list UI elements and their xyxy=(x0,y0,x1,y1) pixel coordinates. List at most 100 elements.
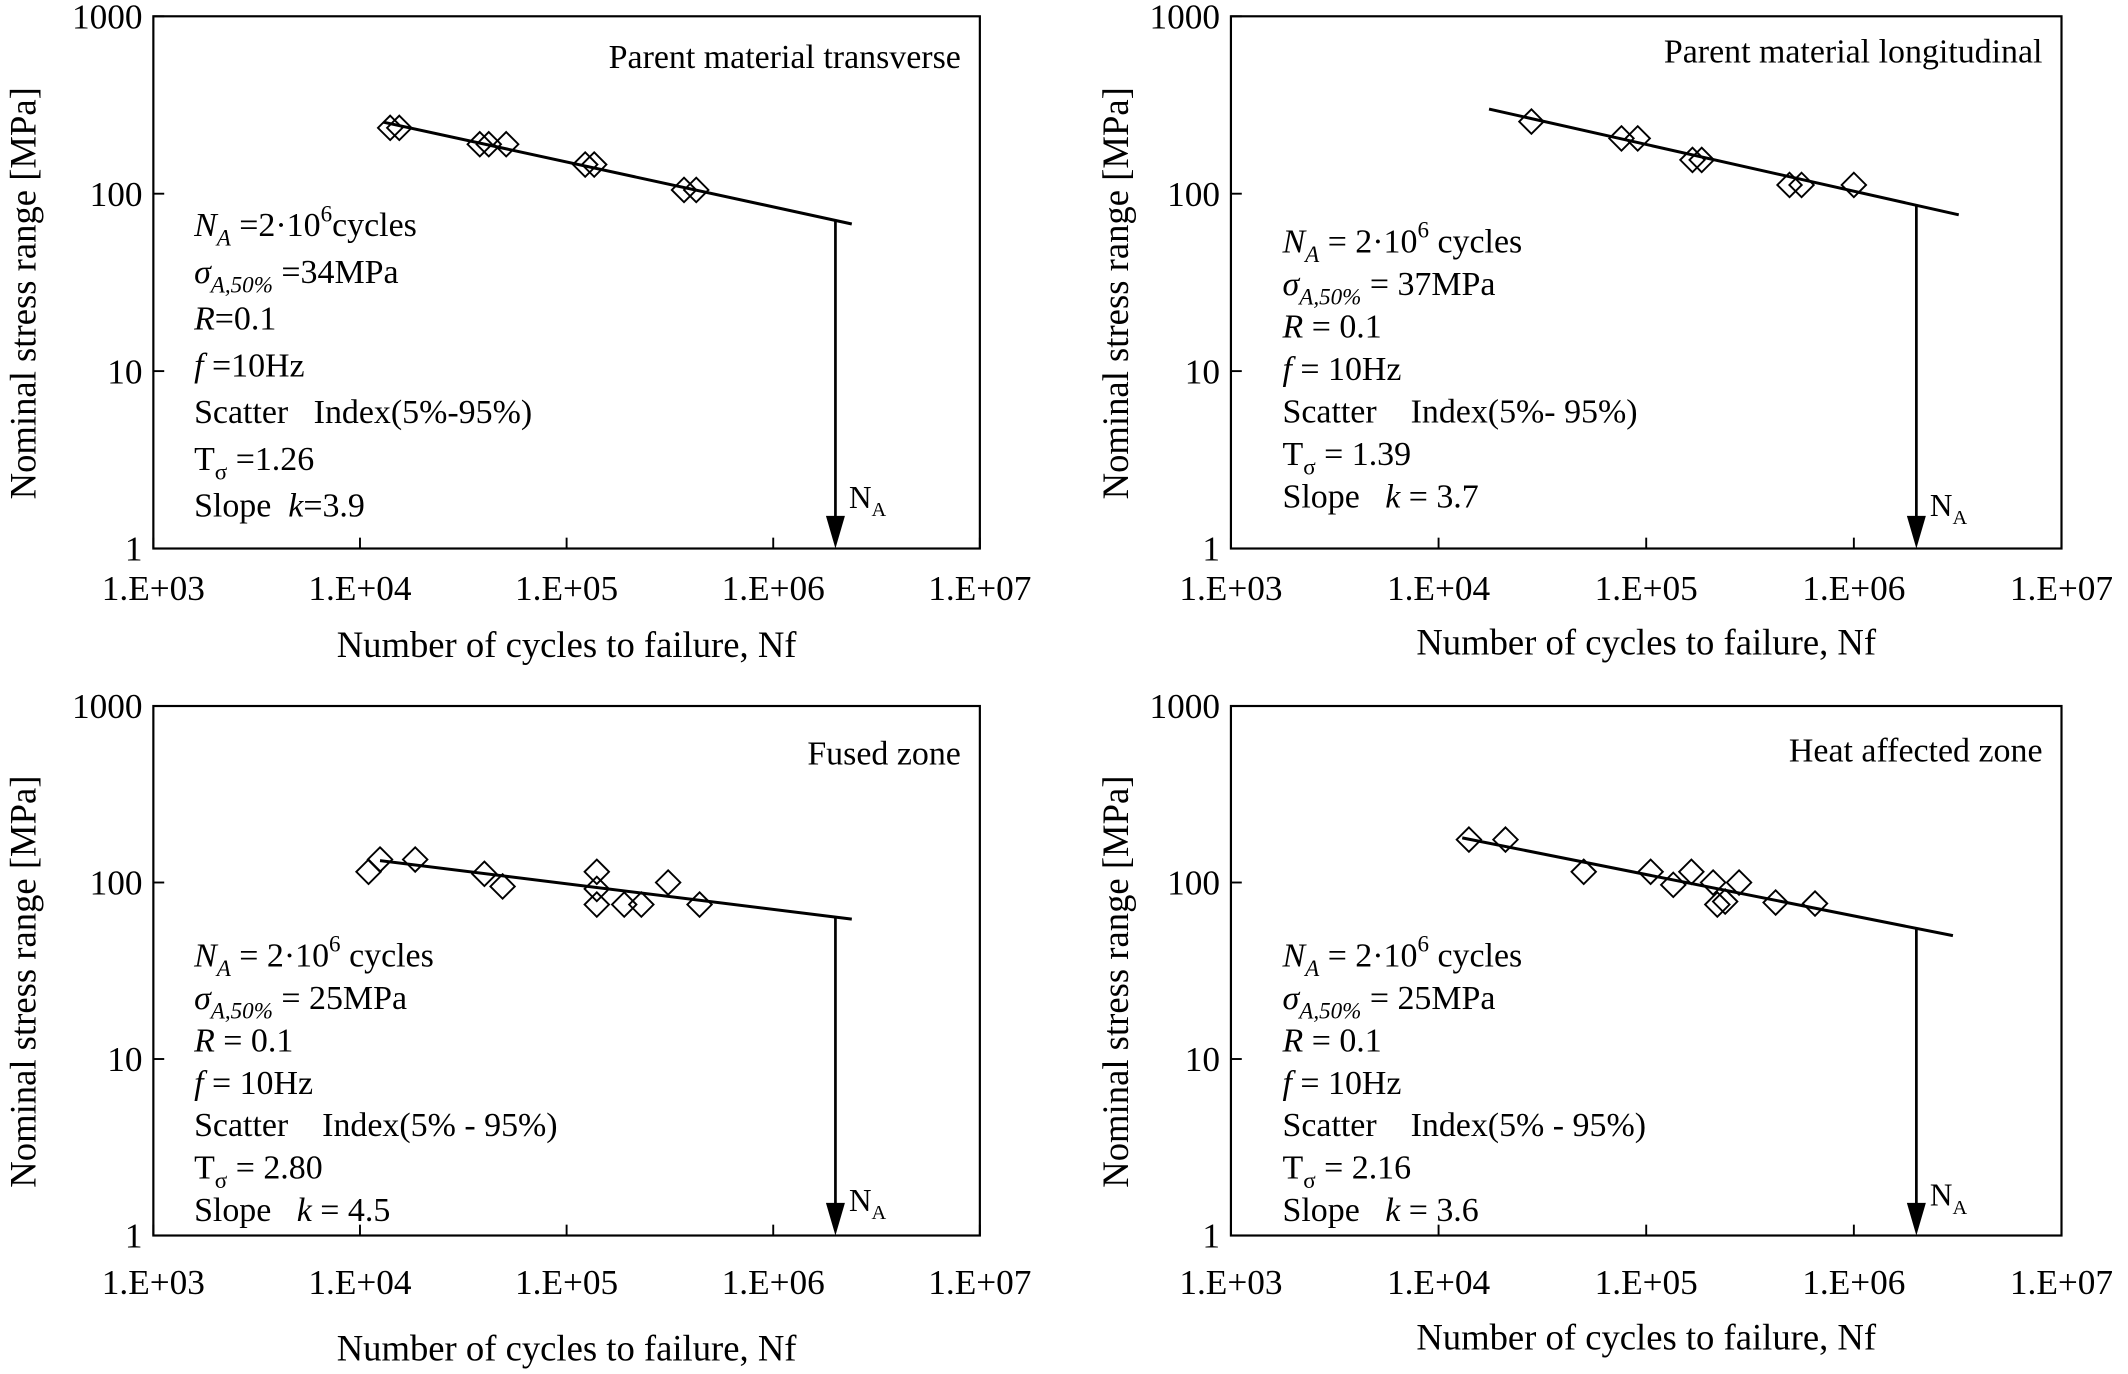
text-segment: A xyxy=(872,1202,887,1224)
text-segment: = 2·10 xyxy=(1319,224,1417,261)
annotation-line: f = 10Hz xyxy=(1283,1065,1402,1102)
data-point xyxy=(1491,826,1520,854)
chart-panel: 1.E+03 1.E+04 1.E+05 1.E+06 1.E+07 1 10 100 1000… xyxy=(1095,687,2113,1357)
x-tick-label: 1.E+04 xyxy=(1387,569,1491,608)
y-tick-label: 1000 xyxy=(72,687,143,726)
annotation-line: Tσ =1.26 xyxy=(194,441,314,485)
data-point xyxy=(1725,868,1753,897)
data-point xyxy=(492,130,520,158)
data-point xyxy=(466,130,494,158)
text-segment: = 0.1 xyxy=(215,1022,293,1059)
text-segment: N xyxy=(193,207,219,244)
annotation-line: Slope k=3.9 xyxy=(194,487,365,524)
data-point xyxy=(1688,146,1716,174)
text-segment: R xyxy=(193,301,215,338)
annotation-line: R = 0.1 xyxy=(193,1022,293,1059)
text-segment: σ xyxy=(1283,266,1301,303)
chart-panel: 1.E+03 1.E+04 1.E+05 1.E+06 1.E+07 1 10 100 1000… xyxy=(3,0,1032,665)
text-segment: A xyxy=(1303,241,1320,267)
text-segment: Slope xyxy=(1283,1192,1386,1229)
data-point xyxy=(583,858,611,886)
annotation-line: Scatter Index(5%-95%) xyxy=(194,394,532,431)
text-segment: Scatter Index(5%-95%) xyxy=(194,394,532,431)
x-tick-label: 1.E+06 xyxy=(1802,569,1905,608)
annotation-line: NA = 2·106 cycles xyxy=(193,931,434,981)
annotation-line: NA = 2·106 cycles xyxy=(1282,931,1523,981)
chart-panel: 1.E+03 1.E+04 1.E+05 1.E+06 1.E+07 1 10 100 1000… xyxy=(1095,0,2113,662)
text-segment: = 25MPa xyxy=(273,980,407,1017)
annotation-line: Scatter Index(5%- 95%) xyxy=(1283,394,1638,431)
y-axis-title: Nominal stress range [MPa] xyxy=(3,776,44,1188)
x-axis-title: Number of cycles to failure, Nf xyxy=(1416,1317,1877,1358)
data-point xyxy=(1678,146,1707,174)
y-tick-label: 100 xyxy=(90,864,143,903)
x-tick-label: 1.E+07 xyxy=(2010,569,2113,608)
text-segment: Scatter Index(5% - 95%) xyxy=(194,1107,558,1144)
data-point xyxy=(1637,858,1665,886)
annotation-line: R=0.1 xyxy=(193,301,276,338)
text-segment: 6 xyxy=(1417,931,1429,957)
y-tick-label: 1000 xyxy=(1150,0,1221,37)
data-point xyxy=(1624,124,1652,152)
plot-frame xyxy=(152,15,981,550)
chart-title: Parent material transverse xyxy=(609,39,961,76)
annotation-line: σA,50% = 25MPa xyxy=(1283,980,1496,1024)
x-axis-title: Number of cycles to failure, Nf xyxy=(337,624,798,665)
y-tick-label: 1 xyxy=(125,530,143,569)
data-point xyxy=(385,114,413,142)
text-segment: = 10Hz xyxy=(1292,1065,1402,1102)
y-tick-label: 10 xyxy=(1185,1040,1220,1079)
data-point xyxy=(1711,887,1739,916)
text-segment: 6 xyxy=(1417,217,1429,243)
na-arrow-head xyxy=(1906,515,1926,549)
data-point xyxy=(376,114,404,142)
x-axis-title: Number of cycles to failure, Nf xyxy=(337,1327,798,1368)
x-tick-label: 1.E+03 xyxy=(1179,569,1282,608)
data-point xyxy=(583,875,611,903)
text-segment: σ xyxy=(1283,980,1301,1017)
text-segment: = 2.80 xyxy=(227,1149,322,1186)
x-tick-label: 1.E+05 xyxy=(1595,1263,1698,1302)
x-tick-label: 1.E+03 xyxy=(102,569,205,608)
text-segment: A xyxy=(1952,507,1967,529)
text-segment: T xyxy=(194,441,215,478)
text-segment: = 3.6 xyxy=(1400,1192,1478,1229)
text-segment: R xyxy=(1282,1022,1304,1059)
x-tick-label: 1.E+04 xyxy=(308,569,412,608)
chart-title: Fused zone xyxy=(807,735,961,772)
x-tick-label: 1.E+07 xyxy=(2010,1263,2113,1302)
annotation-line: Scatter Index(5% - 95%) xyxy=(1283,1107,1647,1144)
text-segment: N xyxy=(1282,224,1308,261)
data-point xyxy=(1570,858,1598,886)
plot-frame xyxy=(1229,15,2063,550)
data-point xyxy=(470,860,498,888)
text-segment: cycles xyxy=(1429,938,1522,975)
data-point xyxy=(401,845,429,874)
annotation-line: R = 0.1 xyxy=(1282,309,1382,346)
text-segment: T xyxy=(194,1149,215,1186)
text-segment: A,50% xyxy=(209,271,273,297)
annotation-line: Tσ = 1.39 xyxy=(1283,436,1412,480)
text-segment: N xyxy=(1930,488,1953,523)
text-segment: N xyxy=(1930,1178,1953,1213)
text-segment: A xyxy=(215,225,232,251)
data-point xyxy=(489,872,517,901)
chart-title: Heat affected zone xyxy=(1789,733,2043,770)
text-segment: k xyxy=(1385,1192,1401,1229)
text-segment: σ xyxy=(194,254,212,291)
text-segment: =2·10 xyxy=(231,207,321,244)
annotation-line: Slope k = 3.6 xyxy=(1283,1192,1479,1229)
annotation-line: f =10Hz xyxy=(194,347,305,384)
na-label: NA xyxy=(1930,488,1968,529)
fit-line xyxy=(1461,836,1954,938)
data-point xyxy=(1775,171,1804,199)
text-segment: A xyxy=(1952,1197,1967,1219)
x-tick-label: 1.E+04 xyxy=(1387,1263,1491,1302)
text-segment: = 0.1 xyxy=(1303,309,1381,346)
text-segment: σ xyxy=(1303,1167,1316,1193)
x-tick-label: 1.E+06 xyxy=(722,569,825,608)
text-segment: σ xyxy=(194,980,212,1017)
text-segment: k xyxy=(288,487,304,524)
